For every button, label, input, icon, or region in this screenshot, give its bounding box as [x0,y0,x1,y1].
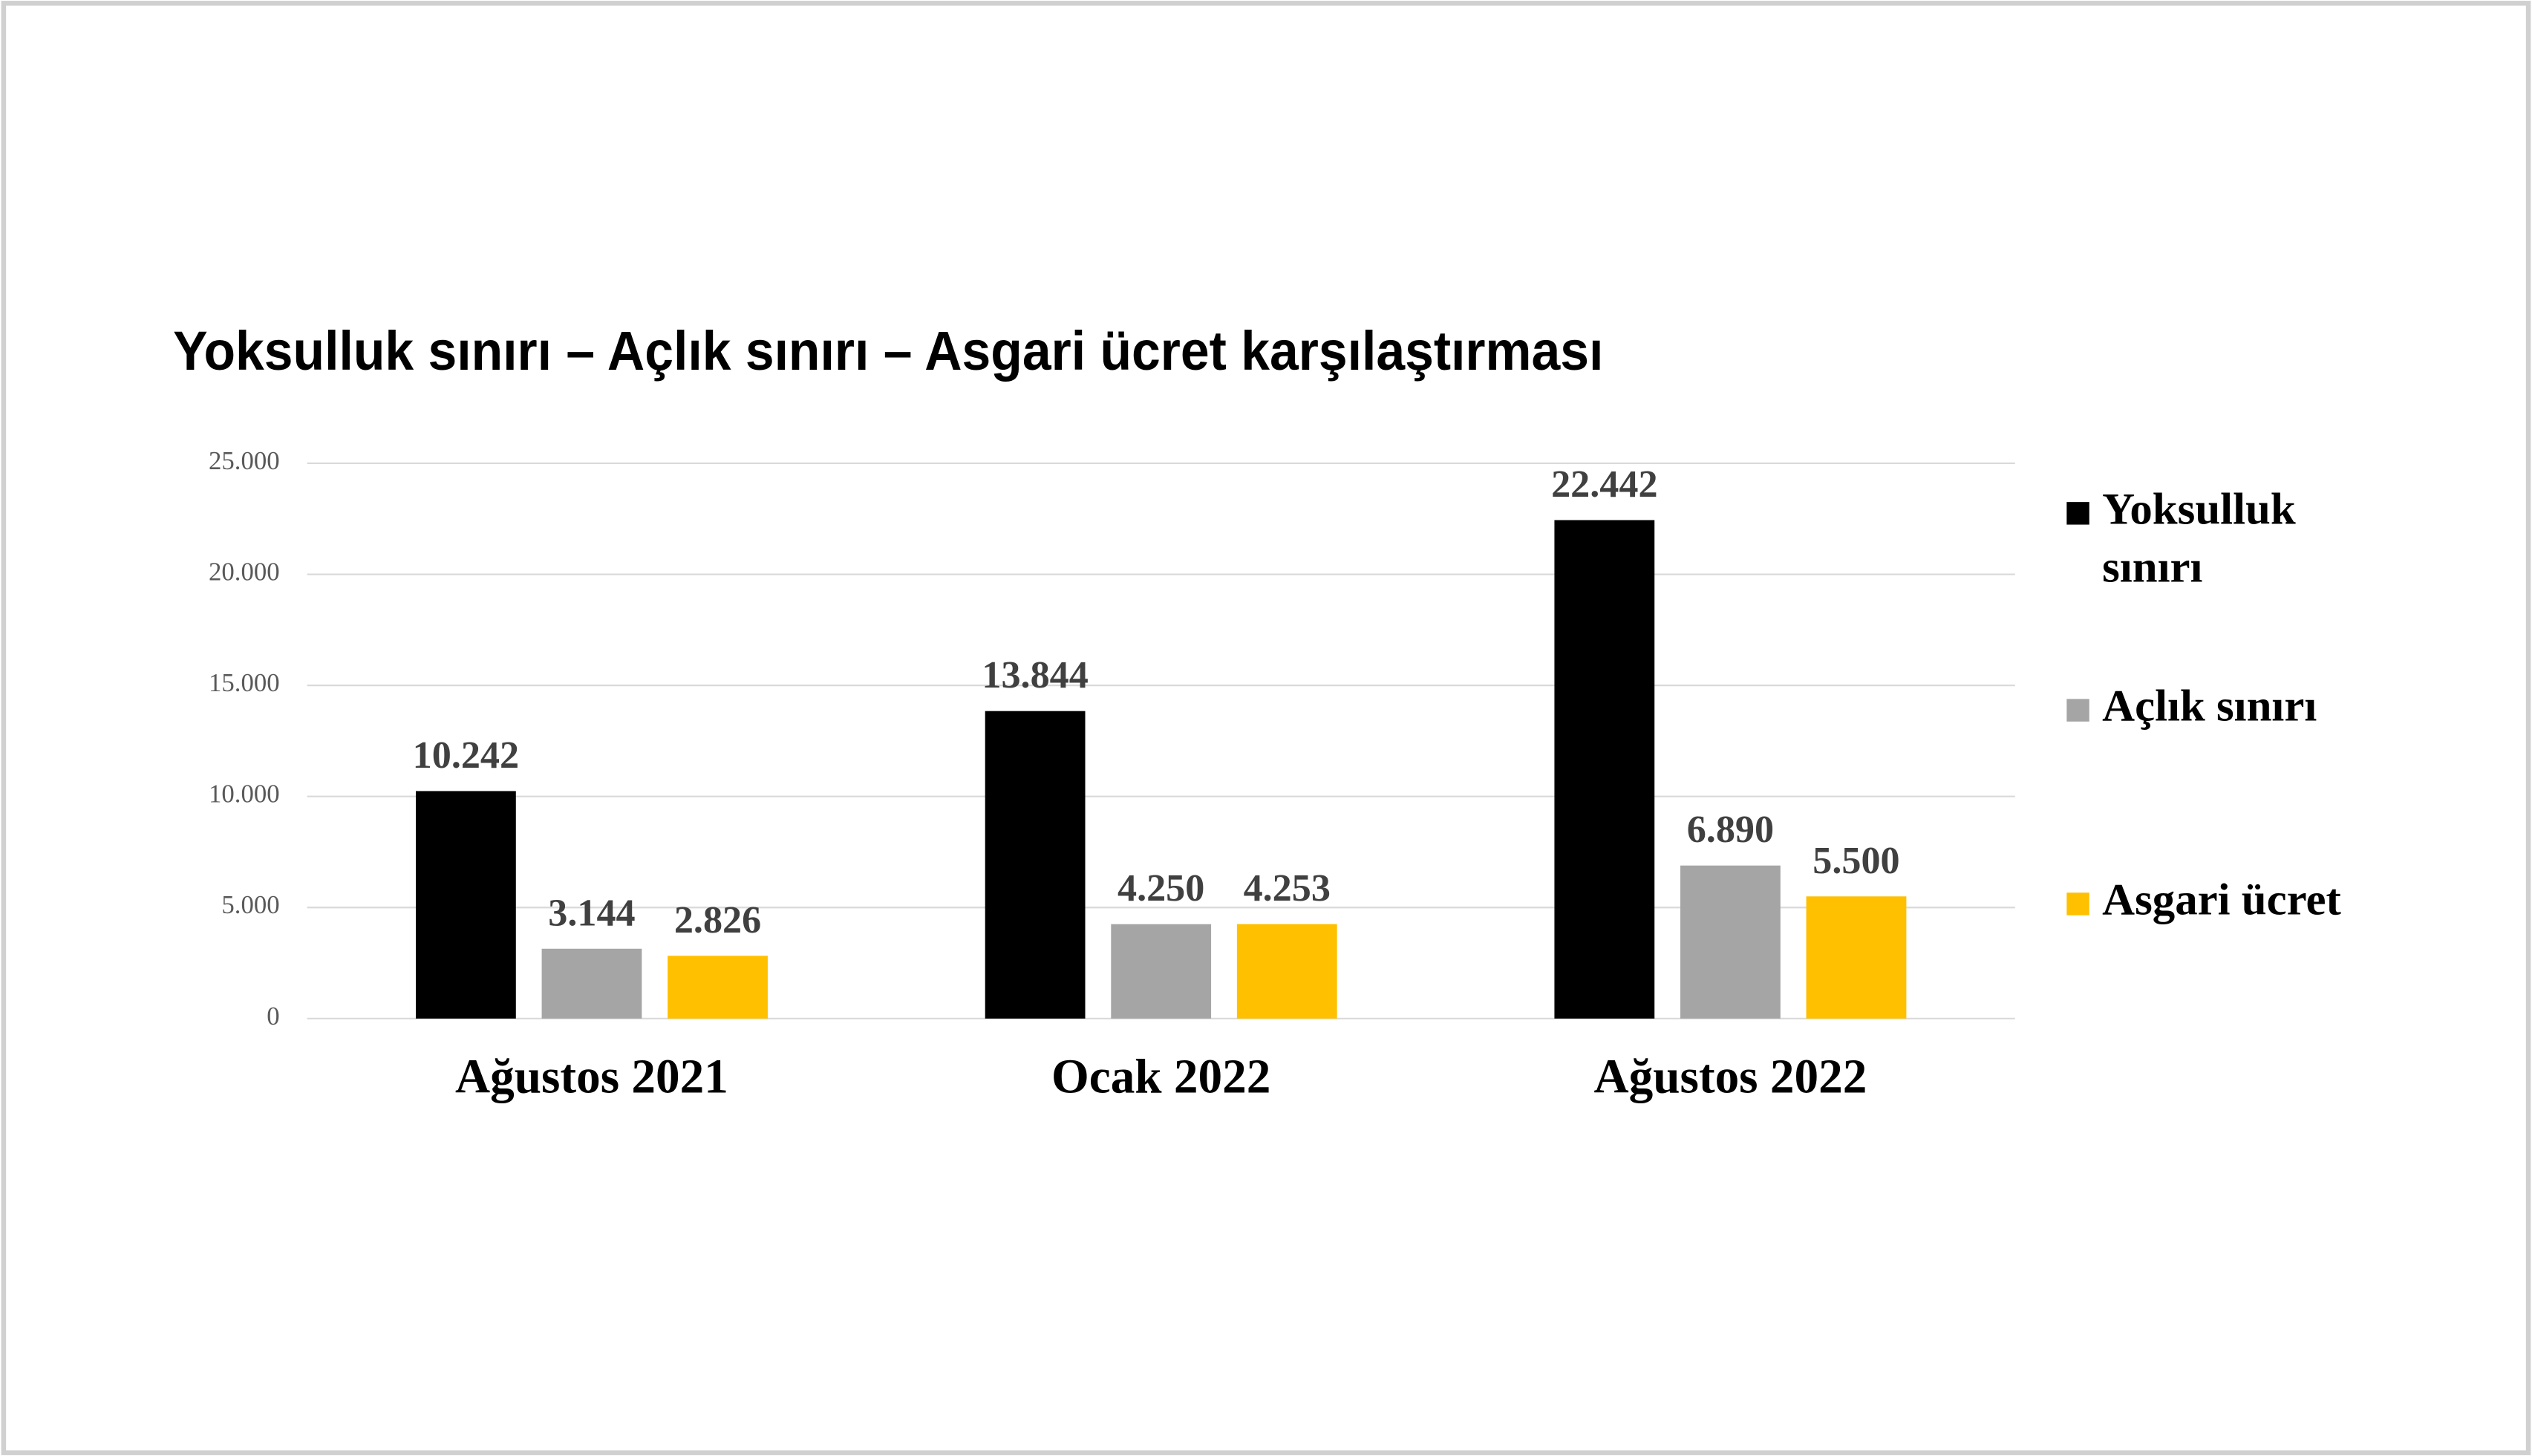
value-label: 4.253 [1244,867,1331,910]
value-label: 22.442 [1551,463,1657,506]
legend-swatch [2066,892,2089,915]
y-tick-label: 0 [267,1002,279,1031]
x-tick-label: Ağustos 2022 [1593,1051,1867,1104]
bar [415,791,516,1019]
y-tick-label: 25.000 [209,446,280,475]
value-label: 6.890 [1687,809,1774,851]
x-tick-label: Ağustos 2021 [455,1051,728,1104]
value-label: 4.250 [1117,867,1204,910]
y-tick-label: 20.000 [209,558,280,587]
y-tick-label: 15.000 [209,668,280,697]
chart-title: Yoksulluk sınırı – Açlık sınırı – Asgari… [173,320,1603,382]
bar [1680,865,1781,1019]
y-tick-label: 10.000 [209,780,280,809]
legend-label: Asgari ücret [2102,875,2341,924]
legend-swatch [2066,502,2089,525]
value-label: 13.844 [982,654,1088,696]
bar [1554,520,1655,1019]
legend-label: Açlık sınırı [2102,682,2317,731]
bar [1806,896,1907,1019]
bar [1236,924,1337,1019]
bar [985,711,1086,1019]
bar [1111,924,1212,1019]
value-label: 2.826 [674,899,761,941]
value-label: 10.242 [413,734,519,777]
bar [541,948,642,1019]
legend-label: Yoksulluk sınırı [2102,484,2307,592]
value-label: 5.500 [1812,840,1899,882]
legend-swatch [2066,699,2089,722]
bar [668,956,768,1019]
x-tick-label: Ocak 2022 [1051,1051,1270,1104]
y-tick-label: 5.000 [221,890,279,919]
value-label: 3.144 [548,892,635,934]
